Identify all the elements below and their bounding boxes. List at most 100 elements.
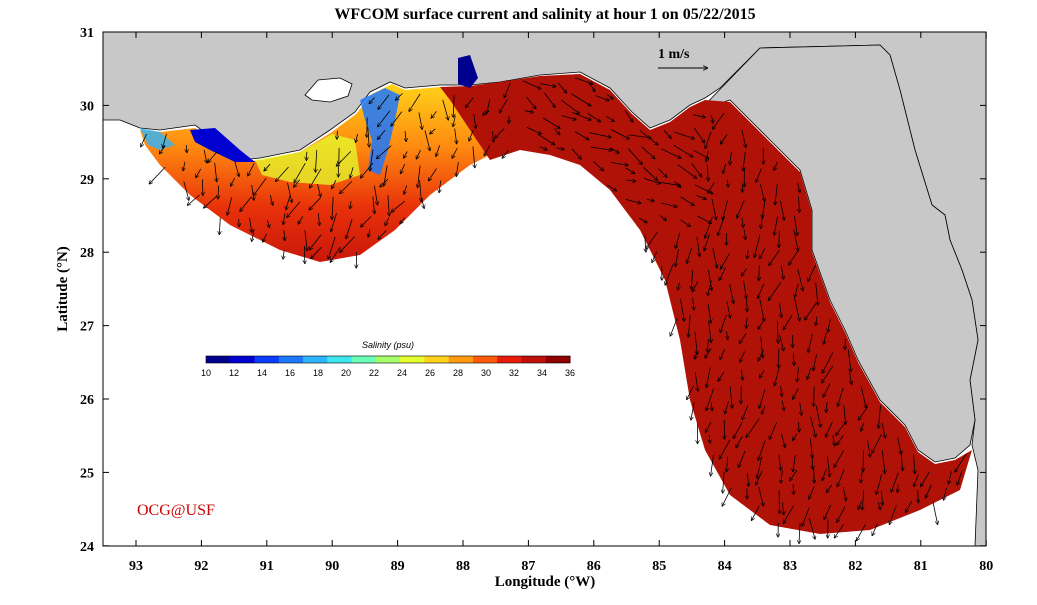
current-vector xyxy=(404,185,408,194)
current-vector xyxy=(208,151,218,163)
current-vector xyxy=(825,421,833,438)
current-vector xyxy=(711,198,716,220)
current-vector xyxy=(294,162,306,183)
current-vector xyxy=(706,388,715,412)
current-vector xyxy=(227,197,233,215)
colorbar-swatch xyxy=(206,356,231,363)
current-vector xyxy=(141,133,147,147)
current-vector xyxy=(871,434,882,453)
current-vector xyxy=(253,177,267,196)
current-vector xyxy=(795,283,799,298)
current-vector xyxy=(522,80,541,89)
current-vector xyxy=(377,129,386,140)
current-vector xyxy=(758,284,764,299)
colorbar-swatch xyxy=(351,356,377,363)
current-vector xyxy=(502,150,509,158)
current-vector xyxy=(827,456,829,477)
current-vector xyxy=(240,196,252,212)
current-vector xyxy=(719,439,731,460)
current-vector xyxy=(540,83,556,87)
current-vector xyxy=(788,250,799,266)
current-vector xyxy=(350,167,354,178)
current-vector xyxy=(769,250,780,265)
x-tick-label: 90 xyxy=(325,559,339,574)
current-vector xyxy=(482,109,490,115)
current-vector xyxy=(741,369,743,381)
current-vector xyxy=(628,148,642,165)
current-vector xyxy=(755,470,763,485)
current-vector xyxy=(391,111,403,127)
current-vector xyxy=(775,184,778,205)
current-vector xyxy=(955,453,967,472)
current-vector xyxy=(336,151,352,166)
current-vector xyxy=(262,233,268,243)
current-vector xyxy=(339,181,353,194)
colorbar-swatch xyxy=(472,356,498,363)
current-vector xyxy=(557,82,567,93)
current-vector xyxy=(948,471,952,484)
current-vector xyxy=(777,321,778,343)
current-vector xyxy=(774,216,778,235)
current-vector xyxy=(824,504,832,520)
current-vector xyxy=(267,219,269,228)
current-vector xyxy=(544,92,556,108)
current-vector xyxy=(677,164,697,179)
current-vector xyxy=(802,507,810,527)
current-vector xyxy=(808,334,813,353)
current-vector xyxy=(797,269,803,291)
current-vector xyxy=(814,467,815,484)
current-vector xyxy=(264,163,271,171)
current-vector xyxy=(239,218,240,227)
current-vector xyxy=(747,250,748,259)
current-vector xyxy=(219,217,220,235)
current-vector xyxy=(757,349,764,361)
x-tick-label: 83 xyxy=(783,559,797,574)
current-vector xyxy=(331,213,337,232)
current-vector xyxy=(686,385,694,400)
current-vector xyxy=(639,130,658,146)
current-vector xyxy=(318,213,319,226)
current-vector xyxy=(287,182,293,203)
current-vector xyxy=(355,133,357,143)
y-tick-label: 26 xyxy=(80,393,94,408)
colorbar-tick-label: 16 xyxy=(285,368,295,378)
current-vector xyxy=(659,215,667,220)
colorbar-swatch xyxy=(327,356,353,363)
current-vector xyxy=(812,454,813,470)
current-vector xyxy=(943,487,947,501)
current-vector xyxy=(774,161,778,171)
current-vector xyxy=(509,115,510,124)
current-vector xyxy=(317,183,321,197)
colorbar-swatch xyxy=(278,356,304,363)
current-vector xyxy=(451,147,458,159)
credit-label: OCG@USF xyxy=(137,502,215,519)
current-vector xyxy=(779,334,784,352)
current-vector xyxy=(779,454,781,471)
x-axis-label: Longitude (°W) xyxy=(495,574,596,590)
velocity-scale: 1 m/s xyxy=(658,47,708,68)
current-vector xyxy=(706,150,708,163)
current-vector xyxy=(913,474,919,488)
current-vector xyxy=(821,352,834,374)
current-vector xyxy=(845,338,846,350)
current-vector xyxy=(711,454,714,476)
current-vector xyxy=(780,264,783,280)
current-vector xyxy=(878,502,880,510)
current-vector xyxy=(465,97,474,108)
current-vector xyxy=(881,423,886,439)
current-vector xyxy=(793,229,799,252)
current-vector xyxy=(526,126,542,134)
current-vector xyxy=(758,487,764,506)
current-vector xyxy=(799,523,800,544)
current-vector xyxy=(898,484,899,494)
current-vector xyxy=(428,168,437,182)
current-vector xyxy=(743,151,746,171)
current-vector xyxy=(794,298,800,321)
velocity-scale-label: 1 m/s xyxy=(658,47,690,62)
current-vector xyxy=(374,185,377,206)
current-vector xyxy=(712,248,717,268)
current-vector xyxy=(251,184,254,201)
current-vector xyxy=(304,230,307,251)
current-vector xyxy=(673,144,694,157)
current-vector xyxy=(665,263,674,286)
